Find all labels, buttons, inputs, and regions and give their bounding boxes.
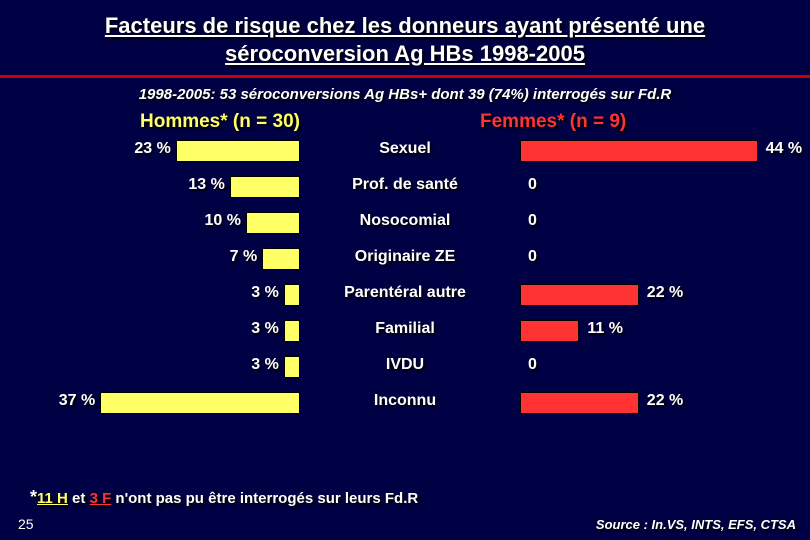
footnote: *11 H et 3 F n'ont pas pu être interrogé… <box>30 487 418 508</box>
pct-left: 7 % <box>202 248 257 266</box>
pct-left: 10 % <box>186 212 241 230</box>
chart-row: Prof. de santé 13 % 0 <box>0 173 810 203</box>
bar-left <box>284 356 300 378</box>
pct-left: 13 % <box>170 176 225 194</box>
bar-left <box>230 176 300 198</box>
footnote-femmes: 3 F <box>90 490 112 507</box>
group-headers: Hommes* (n = 30) Femmes* (n = 9) <box>0 111 810 137</box>
chart-row: Familial 3 % 11 % <box>0 317 810 347</box>
pct-right-zero: 0 <box>528 176 537 194</box>
pct-left: 3 % <box>224 320 279 338</box>
bar-left <box>284 320 300 342</box>
pct-right: 44 % <box>766 140 802 158</box>
divider <box>0 75 810 78</box>
bar-right <box>520 284 639 306</box>
chart-row: Originaire ZE 7 % 0 <box>0 245 810 275</box>
page-title: Facteurs de risque chez les donneurs aya… <box>30 12 780 67</box>
row-label: Nosocomial <box>305 212 505 230</box>
pct-right-zero: 0 <box>528 356 537 374</box>
footnote-hommes: 11 H <box>37 490 68 507</box>
footnote-asterisk: * <box>30 487 37 507</box>
group-header-femmes: Femmes* (n = 9) <box>480 111 626 133</box>
group-header-hommes: Hommes* (n = 30) <box>140 111 300 133</box>
title-block: Facteurs de risque chez les donneurs aya… <box>0 0 810 71</box>
bar-right <box>520 140 758 162</box>
bar-left <box>284 284 300 306</box>
pct-left: 37 % <box>40 392 95 410</box>
pct-right: 22 % <box>647 392 683 410</box>
bar-right <box>520 392 639 414</box>
bar-right <box>520 320 579 342</box>
bar-left <box>100 392 300 414</box>
row-label: Parentéral autre <box>305 284 505 302</box>
chart-row: Inconnu 37 % 22 % <box>0 389 810 419</box>
pct-right: 22 % <box>647 284 683 302</box>
bar-left <box>262 248 300 270</box>
chart-area: Sexuel23 %44 %Prof. de santé13 %0Nosocom… <box>0 137 810 457</box>
pct-left: 23 % <box>116 140 171 158</box>
pct-right-zero: 0 <box>528 212 537 230</box>
footnote-rest: n'ont pas pu être interrogés sur leurs F… <box>111 490 418 507</box>
pct-left: 3 % <box>224 284 279 302</box>
chart-row: Nosocomial 10 % 0 <box>0 209 810 239</box>
chart-row: Parentéral autre 3 % 22 % <box>0 281 810 311</box>
row-label: Sexuel <box>305 140 505 158</box>
slide-number: 25 <box>18 516 34 532</box>
bar-left <box>246 212 300 234</box>
footnote-et: et <box>68 490 90 507</box>
chart-row: IVDU 3 % 0 <box>0 353 810 383</box>
row-label: Prof. de santé <box>305 176 505 194</box>
pct-right: 11 % <box>587 320 623 338</box>
source-label: Source : In.VS, INTS, EFS, CTSA <box>596 517 796 532</box>
row-label: Originaire ZE <box>305 248 505 266</box>
pct-right-zero: 0 <box>528 248 537 266</box>
row-label: IVDU <box>305 356 505 374</box>
chart-row: Sexuel 23 % 44 % <box>0 137 810 167</box>
row-label: Familial <box>305 320 505 338</box>
row-label: Inconnu <box>305 392 505 410</box>
bar-left <box>176 140 300 162</box>
subtitle: 1998-2005: 53 séroconversions Ag HBs+ do… <box>0 84 810 111</box>
pct-left: 3 % <box>224 356 279 374</box>
